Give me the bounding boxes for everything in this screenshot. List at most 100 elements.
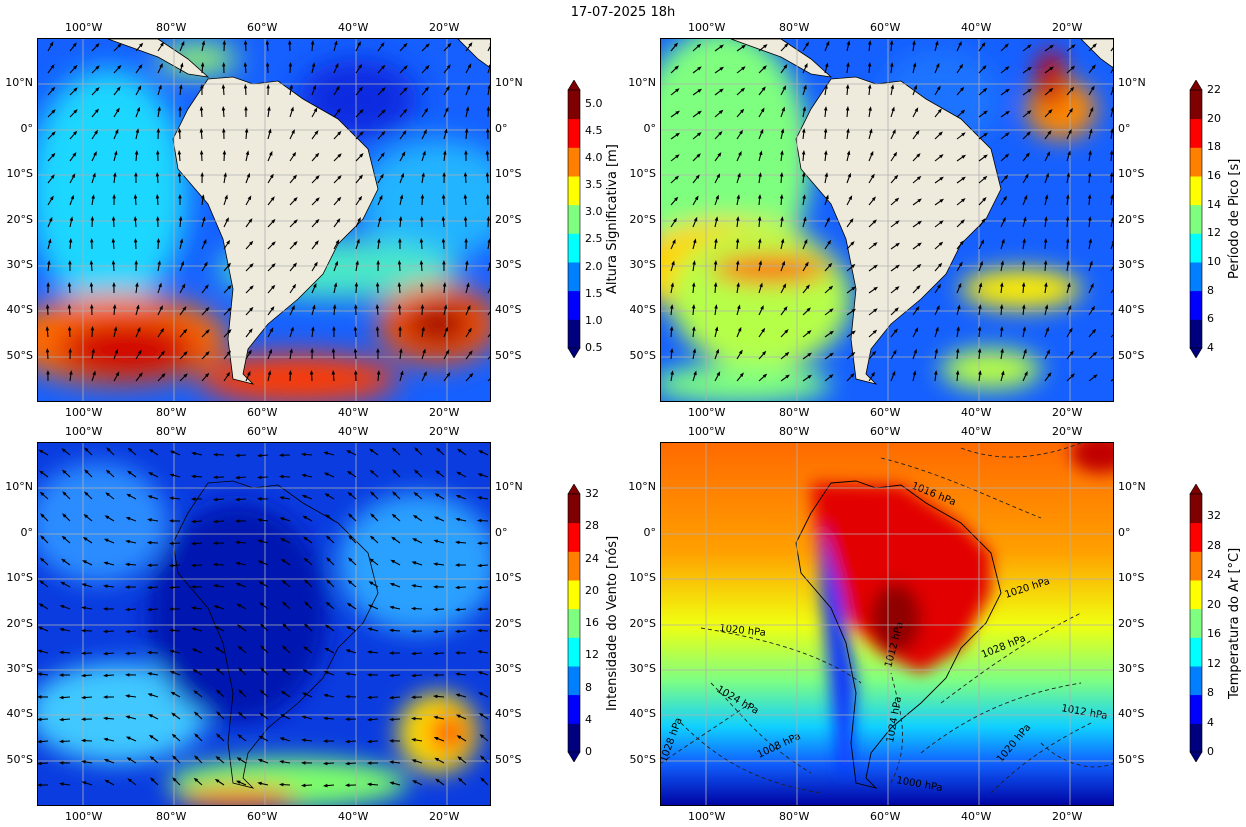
vector-arrowhead [1043,260,1048,265]
vector-arrowhead [1026,131,1031,136]
vector-arrowhead [84,491,89,496]
vector-arrowhead [850,351,856,357]
vector-arrowhead [103,673,108,678]
vector-arrowhead [490,306,491,311]
lon-tick-label: 100°W [65,406,103,419]
vector-arrowhead [346,626,351,630]
vector-arrowhead [214,626,219,630]
vector-arrowhead [1070,86,1075,92]
vector-arrowhead [763,44,768,49]
vector-arrowhead [1045,326,1049,332]
vector-arrowhead [125,673,130,677]
lon-tick-label: 100°W [688,810,726,823]
lon-tick-label: 80°W [156,810,187,823]
vector-arrowhead [191,451,196,456]
vector-arrowhead [1046,349,1051,354]
vector-arrowhead [381,64,386,70]
map-wave-height[interactable] [37,38,491,402]
vector-arrowhead [381,130,386,136]
vector-arrowhead [412,538,417,542]
map-peak-period[interactable] [660,38,1114,402]
vector-arrowhead [367,761,372,765]
map-air-temperature[interactable]: 1016 hPa 1020 hPa 1020 hPa 1028 hPa 1024… [660,442,1114,806]
vector-arrowhead [850,263,856,269]
colorbar-tick-label: 4 [1207,715,1214,729]
vector-arrowhead [938,241,944,246]
vector-arrowhead [1088,216,1092,221]
vector-arrowhead [848,195,853,200]
vector-arrowhead [213,541,218,545]
vector-arrowhead [804,63,808,68]
vector-arrowhead [126,757,132,762]
lat-tick-label: 40°S [629,303,656,316]
vector-arrowhead [40,535,45,540]
vector-arrowhead [257,518,262,522]
vector-arrow [1110,312,1113,316]
colorbar-tick-label: 14 [1207,197,1221,211]
vector-arrowhead [202,216,206,222]
colorbar-tick-label: 28 [585,519,599,533]
vector-arrowhead [424,86,429,92]
vector-arrowhead [960,109,966,114]
vector-arrowhead [455,607,460,612]
vector-arrowhead [872,219,877,224]
vector-arrowhead [260,667,265,672]
vector-arrowhead [737,172,741,178]
vector-arrowhead [736,194,740,199]
vector-arrowhead [213,584,218,588]
vector-arrowhead [353,348,358,353]
vector-arrowhead [235,540,240,545]
vector-arrowhead [477,518,482,523]
vector-arrowhead [291,305,295,310]
vector-arrowhead [1087,194,1092,199]
vector-arrowhead [480,777,485,782]
vector-arrowhead [359,131,364,136]
vector-arrowhead [412,780,417,784]
vector-arrowhead [423,129,427,134]
vector-arrowhead [345,761,350,766]
vector-arrowhead [714,326,719,331]
vector-arrowhead [205,351,210,356]
vector-arrow [487,333,490,338]
vector-arrowhead [160,327,165,333]
lat-tick-label: 30°S [6,258,33,271]
vector-arrowhead [292,283,297,289]
vector-arrowhead [983,132,988,137]
vector-arrowhead [466,282,470,288]
vector-arrowhead [1004,43,1009,48]
vector-arrowhead [259,689,265,694]
lon-tick-label: 40°W [338,810,369,823]
colorbar-tick-label: 8 [585,680,592,694]
vector-arrowhead [389,695,394,700]
vector-arrowhead [257,539,263,543]
lon-tick-label: 40°W [338,425,369,438]
vector-arrowhead [1091,305,1095,311]
vector-arrow [1110,87,1113,96]
colorbar-tick-label: 32 [1207,509,1221,523]
lon-tick-label: 80°W [779,21,810,34]
vector-arrowhead [125,607,130,612]
vector-arrowhead [204,284,209,289]
vector-arrowhead [1027,88,1032,93]
vector-arrowhead [216,689,221,694]
vector-arrowhead [156,216,160,221]
map-wind-speed[interactable] [37,442,491,806]
vector-arrowhead [106,447,111,452]
vector-arrowhead [442,172,446,177]
vector-arrowhead [271,241,276,246]
vector-arrowhead [200,172,204,177]
vector-arrowhead [983,110,988,115]
vector-arrowhead [223,172,227,177]
vector-arrowhead [125,694,130,698]
vector-arrowhead [739,372,744,377]
vector-arrowhead [169,473,175,477]
vector-arrowhead [1089,260,1093,266]
vector-arrowhead [257,560,263,564]
vector-arrowhead [982,197,987,202]
vector-arrowhead [672,239,676,244]
vector-arrowhead [737,326,742,332]
vector-arrowhead [181,283,186,289]
vector-arrowhead [486,128,490,133]
vector-arrowhead [697,110,702,115]
vector-arrowhead [103,538,109,543]
